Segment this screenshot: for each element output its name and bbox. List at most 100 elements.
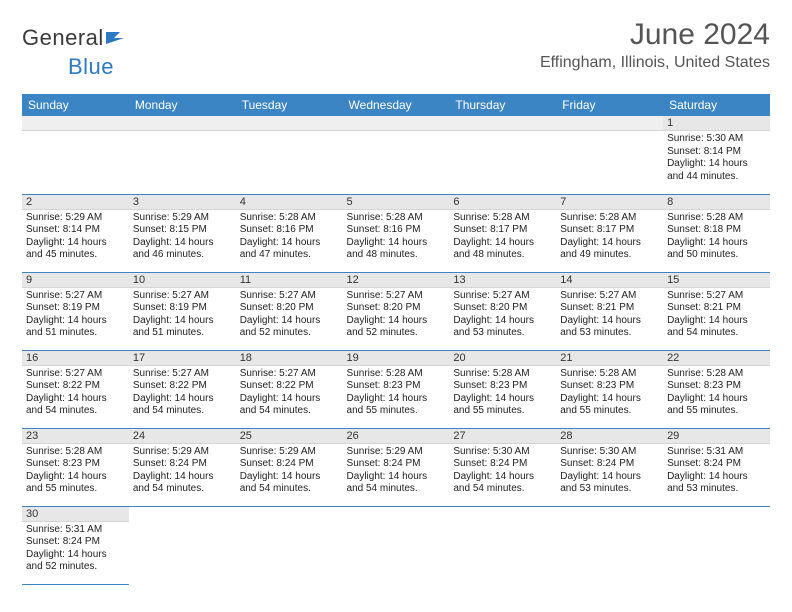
day-body: Sunrise: 5:27 AMSunset: 8:21 PMDaylight:… [663,288,770,341]
day-body: Sunrise: 5:29 AMSunset: 8:14 PMDaylight:… [22,210,129,263]
sunrise-text: Sunrise: 5:28 AM [560,368,659,381]
day-number: 26 [343,429,450,444]
weekday-header-row: Sunday Monday Tuesday Wednesday Thursday… [22,94,770,116]
day-body: Sunrise: 5:28 AMSunset: 8:23 PMDaylight:… [663,366,770,419]
sunrise-text: Sunrise: 5:27 AM [453,290,552,303]
day-cell: 23Sunrise: 5:28 AMSunset: 8:23 PMDayligh… [22,428,129,506]
daylight-text: Daylight: 14 hours and 47 minutes. [240,237,339,262]
sunset-text: Sunset: 8:24 PM [347,458,446,471]
sunrise-text: Sunrise: 5:27 AM [560,290,659,303]
day-body: Sunrise: 5:27 AMSunset: 8:20 PMDaylight:… [343,288,450,341]
daylight-text: Daylight: 14 hours and 54 minutes. [667,315,766,340]
daylight-text: Daylight: 14 hours and 48 minutes. [347,237,446,262]
week-row: 23Sunrise: 5:28 AMSunset: 8:23 PMDayligh… [22,428,770,506]
daylight-text: Daylight: 14 hours and 55 minutes. [26,471,125,496]
day-cell [343,506,450,584]
day-number: 15 [663,273,770,288]
daylight-text: Daylight: 14 hours and 49 minutes. [560,237,659,262]
day-number: 12 [343,273,450,288]
weekday-header: Tuesday [236,94,343,116]
day-cell: 9Sunrise: 5:27 AMSunset: 8:19 PMDaylight… [22,272,129,350]
sunrise-text: Sunrise: 5:27 AM [133,368,232,381]
daylight-text: Daylight: 14 hours and 46 minutes. [133,237,232,262]
day-cell [236,116,343,194]
day-body: Sunrise: 5:31 AMSunset: 8:24 PMDaylight:… [22,522,129,575]
sunrise-text: Sunrise: 5:29 AM [240,446,339,459]
day-number [129,116,236,131]
sunset-text: Sunset: 8:15 PM [133,224,232,237]
day-cell: 12Sunrise: 5:27 AMSunset: 8:20 PMDayligh… [343,272,450,350]
sunrise-text: Sunrise: 5:28 AM [453,368,552,381]
sunset-text: Sunset: 8:24 PM [133,458,232,471]
sunset-text: Sunset: 8:23 PM [26,458,125,471]
day-number: 11 [236,273,343,288]
week-row: 2Sunrise: 5:29 AMSunset: 8:14 PMDaylight… [22,194,770,272]
daylight-text: Daylight: 14 hours and 55 minutes. [347,393,446,418]
location: Effingham, Illinois, United States [540,54,770,72]
day-cell [129,506,236,584]
daylight-text: Daylight: 14 hours and 54 minutes. [347,471,446,496]
day-cell: 20Sunrise: 5:28 AMSunset: 8:23 PMDayligh… [449,350,556,428]
daylight-text: Daylight: 14 hours and 52 minutes. [240,315,339,340]
daylight-text: Daylight: 14 hours and 53 minutes. [560,315,659,340]
day-cell [663,506,770,584]
day-cell: 3Sunrise: 5:29 AMSunset: 8:15 PMDaylight… [129,194,236,272]
daylight-text: Daylight: 14 hours and 54 minutes. [133,393,232,418]
day-number: 4 [236,195,343,210]
day-cell: 19Sunrise: 5:28 AMSunset: 8:23 PMDayligh… [343,350,450,428]
sunset-text: Sunset: 8:16 PM [347,224,446,237]
daylight-text: Daylight: 14 hours and 53 minutes. [667,471,766,496]
logo-suffix: Blue [68,54,114,79]
sunrise-text: Sunrise: 5:29 AM [347,446,446,459]
day-number: 21 [556,351,663,366]
day-cell [129,116,236,194]
sunrise-text: Sunrise: 5:28 AM [667,212,766,225]
day-body: Sunrise: 5:27 AMSunset: 8:22 PMDaylight:… [22,366,129,419]
daylight-text: Daylight: 14 hours and 54 minutes. [240,393,339,418]
daylight-text: Daylight: 14 hours and 48 minutes. [453,237,552,262]
weekday-header: Thursday [449,94,556,116]
weekday-header: Sunday [22,94,129,116]
day-cell: 2Sunrise: 5:29 AMSunset: 8:14 PMDaylight… [22,194,129,272]
day-body: Sunrise: 5:29 AMSunset: 8:24 PMDaylight:… [236,444,343,497]
sunset-text: Sunset: 8:20 PM [347,302,446,315]
daylight-text: Daylight: 14 hours and 54 minutes. [26,393,125,418]
sunrise-text: Sunrise: 5:28 AM [560,212,659,225]
sunrise-text: Sunrise: 5:30 AM [453,446,552,459]
day-body: Sunrise: 5:27 AMSunset: 8:22 PMDaylight:… [129,366,236,419]
sunset-text: Sunset: 8:24 PM [26,536,125,549]
day-body: Sunrise: 5:28 AMSunset: 8:17 PMDaylight:… [556,210,663,263]
day-cell: 22Sunrise: 5:28 AMSunset: 8:23 PMDayligh… [663,350,770,428]
day-body: Sunrise: 5:28 AMSunset: 8:17 PMDaylight:… [449,210,556,263]
day-body: Sunrise: 5:29 AMSunset: 8:24 PMDaylight:… [129,444,236,497]
daylight-text: Daylight: 14 hours and 51 minutes. [133,315,232,340]
day-cell: 13Sunrise: 5:27 AMSunset: 8:20 PMDayligh… [449,272,556,350]
day-cell: 11Sunrise: 5:27 AMSunset: 8:20 PMDayligh… [236,272,343,350]
sunset-text: Sunset: 8:17 PM [560,224,659,237]
weekday-header: Friday [556,94,663,116]
day-number: 14 [556,273,663,288]
daylight-text: Daylight: 14 hours and 54 minutes. [133,471,232,496]
sunset-text: Sunset: 8:24 PM [240,458,339,471]
week-row: 1Sunrise: 5:30 AMSunset: 8:14 PMDaylight… [22,116,770,194]
day-cell [343,116,450,194]
sunset-text: Sunset: 8:22 PM [240,380,339,393]
day-number [556,116,663,131]
sunrise-text: Sunrise: 5:27 AM [133,290,232,303]
sunset-text: Sunset: 8:20 PM [240,302,339,315]
day-number: 7 [556,195,663,210]
daylight-text: Daylight: 14 hours and 53 minutes. [560,471,659,496]
day-cell [556,116,663,194]
day-cell [449,506,556,584]
daylight-text: Daylight: 14 hours and 44 minutes. [667,158,766,183]
day-cell: 17Sunrise: 5:27 AMSunset: 8:22 PMDayligh… [129,350,236,428]
day-cell: 10Sunrise: 5:27 AMSunset: 8:19 PMDayligh… [129,272,236,350]
sunset-text: Sunset: 8:16 PM [240,224,339,237]
day-number: 1 [663,116,770,131]
sunset-text: Sunset: 8:24 PM [560,458,659,471]
logo-prefix: General [22,25,104,50]
day-body: Sunrise: 5:28 AMSunset: 8:23 PMDaylight:… [556,366,663,419]
daylight-text: Daylight: 14 hours and 45 minutes. [26,237,125,262]
day-body: Sunrise: 5:28 AMSunset: 8:16 PMDaylight:… [343,210,450,263]
day-cell: 8Sunrise: 5:28 AMSunset: 8:18 PMDaylight… [663,194,770,272]
